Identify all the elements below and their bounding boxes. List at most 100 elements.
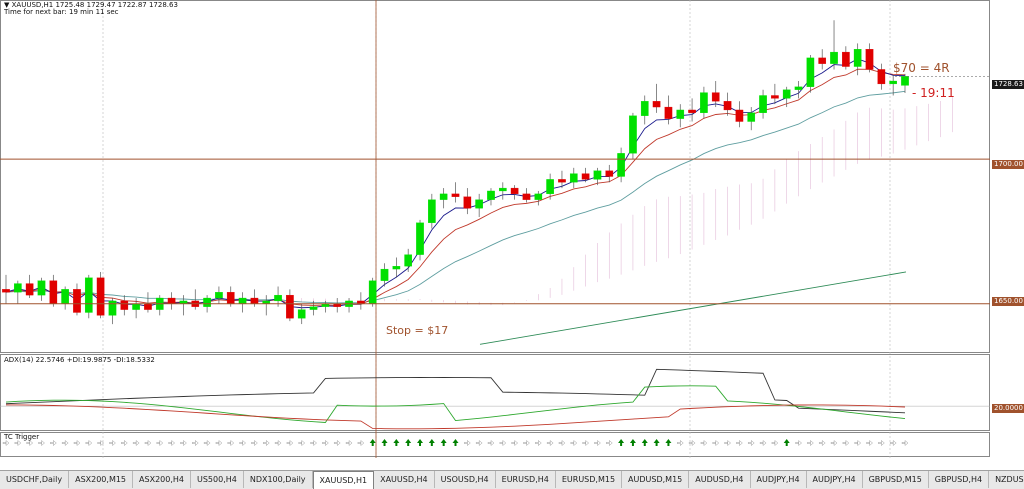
chart-tab[interactable]: AUDUSD,M15 bbox=[622, 471, 690, 488]
tc-neutral-arrow bbox=[535, 439, 542, 447]
candle bbox=[14, 280, 22, 304]
candle-body bbox=[439, 193, 448, 200]
tc-neutral-arrow bbox=[298, 439, 306, 447]
candle bbox=[735, 101, 744, 128]
candle bbox=[416, 219, 424, 261]
candle-body bbox=[215, 292, 223, 299]
candle bbox=[534, 190, 543, 206]
tc-neutral-arrow bbox=[132, 439, 140, 447]
symbol-header: ▼ XAUUSD,H1 1725.48 1729.47 1722.87 1728… bbox=[4, 1, 178, 9]
stop-annotation: Stop = $17 bbox=[386, 324, 448, 337]
candle bbox=[818, 49, 827, 70]
tc-up-arrow bbox=[428, 439, 435, 446]
candle bbox=[404, 248, 413, 272]
tc-neutral-arrow bbox=[180, 439, 187, 447]
candle-body bbox=[37, 280, 46, 296]
chart-tab[interactable]: EURUSD,H4 bbox=[495, 471, 556, 488]
candle-body bbox=[144, 303, 152, 310]
candle-body bbox=[25, 283, 34, 296]
candle-body bbox=[2, 289, 10, 293]
tc-neutral-arrow bbox=[61, 439, 69, 447]
tc-neutral-arrow bbox=[262, 439, 270, 447]
chart-tab[interactable]: AUDUSD,H4 bbox=[689, 471, 751, 488]
tc-up-arrow bbox=[405, 439, 412, 446]
candle bbox=[652, 83, 661, 113]
chart-tab[interactable]: AUDJPY,H4 bbox=[806, 471, 863, 488]
tc-neutral-arrow bbox=[85, 439, 93, 447]
tc-neutral-arrow bbox=[901, 439, 909, 447]
candle-body bbox=[203, 297, 211, 307]
tc-neutral-arrow bbox=[747, 439, 755, 447]
tc-neutral-arrow bbox=[759, 439, 767, 447]
tc-neutral-arrow bbox=[700, 439, 708, 447]
chart-canvas[interactable]: 1749.551740.551731.201721.801712.451703.… bbox=[0, 0, 1023, 469]
chart-frame[interactable]: 1749.551740.551731.201721.801712.451703.… bbox=[0, 0, 1023, 469]
candle-body bbox=[865, 49, 874, 70]
candle bbox=[487, 188, 495, 206]
tc-neutral-arrow bbox=[795, 439, 802, 447]
chart-tab[interactable]: EURUSD,M15 bbox=[555, 471, 623, 488]
ema-long-line bbox=[479, 271, 907, 345]
candle-body bbox=[889, 80, 897, 85]
candle bbox=[700, 86, 708, 119]
candle bbox=[664, 95, 673, 125]
tc-up-arrow bbox=[381, 439, 388, 446]
chart-tab[interactable]: NZDUSD,H1 bbox=[989, 471, 1024, 488]
candle-body bbox=[416, 222, 424, 255]
adx-title: ADX(14) 22.5746 +DI:19.9875 -DI:18.5332 bbox=[4, 356, 155, 364]
candle bbox=[522, 188, 531, 203]
chart-tab[interactable]: ASX200,H4 bbox=[133, 471, 191, 488]
candle-body bbox=[723, 101, 732, 111]
tc-up-arrow bbox=[783, 439, 790, 446]
candle-body bbox=[404, 254, 413, 267]
tc-neutral-arrow bbox=[830, 439, 838, 447]
chart-tab[interactable]: US500,H4 bbox=[190, 471, 244, 488]
tc-up-arrow bbox=[393, 439, 400, 446]
candle bbox=[286, 289, 294, 322]
chart-tab[interactable]: GBPUSD,M15 bbox=[862, 471, 929, 488]
candle-body bbox=[487, 190, 495, 200]
tc-neutral-arrow bbox=[878, 439, 885, 447]
tc-up-arrow bbox=[452, 439, 459, 446]
candle-body bbox=[428, 199, 436, 223]
tc-neutral-arrow bbox=[606, 439, 613, 447]
candle bbox=[380, 263, 389, 287]
candle-body bbox=[73, 289, 81, 313]
candle-body bbox=[735, 109, 744, 122]
tc-neutral-arrow bbox=[523, 439, 530, 447]
candle-body bbox=[522, 193, 531, 200]
candle-body bbox=[167, 297, 176, 304]
chart-tab[interactable]: ASX200,M15 bbox=[69, 471, 134, 488]
tc-neutral-arrow bbox=[499, 439, 507, 447]
chart-tab[interactable]: USOUSD,H4 bbox=[434, 471, 496, 488]
candle-body bbox=[782, 89, 791, 99]
candle bbox=[569, 167, 578, 189]
tc-neutral-arrow bbox=[239, 439, 246, 447]
chart-tab[interactable]: NDX100,Daily bbox=[243, 471, 313, 488]
tc-neutral-arrow bbox=[546, 439, 554, 447]
tc-neutral-arrow bbox=[558, 439, 566, 447]
candle bbox=[475, 193, 483, 218]
candle bbox=[558, 170, 566, 189]
tc-trigger-panel bbox=[2, 439, 909, 447]
tc-up-arrow bbox=[641, 439, 648, 446]
chart-tab[interactable]: USDCHF,Daily bbox=[0, 471, 70, 488]
chart-tab[interactable]: XAUUSD,H4 bbox=[374, 471, 435, 488]
tc-title: TC Trigger bbox=[4, 433, 40, 441]
candle-body bbox=[853, 49, 862, 67]
tc-neutral-arrow bbox=[842, 439, 850, 447]
candle-body bbox=[759, 95, 767, 113]
plus-di-line bbox=[5, 385, 906, 423]
chart-tab[interactable]: AUDJPY,H4 bbox=[750, 471, 807, 488]
candle-body bbox=[380, 268, 389, 281]
current-price-label: 1728.63 bbox=[992, 80, 1024, 89]
candle-body bbox=[498, 187, 507, 192]
chart-tab[interactable]: XAUUSD,H1 bbox=[312, 471, 375, 489]
chart-tab[interactable]: GBPUSD,H4 bbox=[928, 471, 990, 488]
tc-neutral-arrow bbox=[594, 439, 601, 447]
candle-body bbox=[901, 76, 909, 86]
tc-neutral-arrow bbox=[121, 439, 128, 447]
candle bbox=[676, 104, 685, 128]
candle bbox=[297, 303, 306, 325]
ema-slow-line bbox=[5, 90, 906, 304]
